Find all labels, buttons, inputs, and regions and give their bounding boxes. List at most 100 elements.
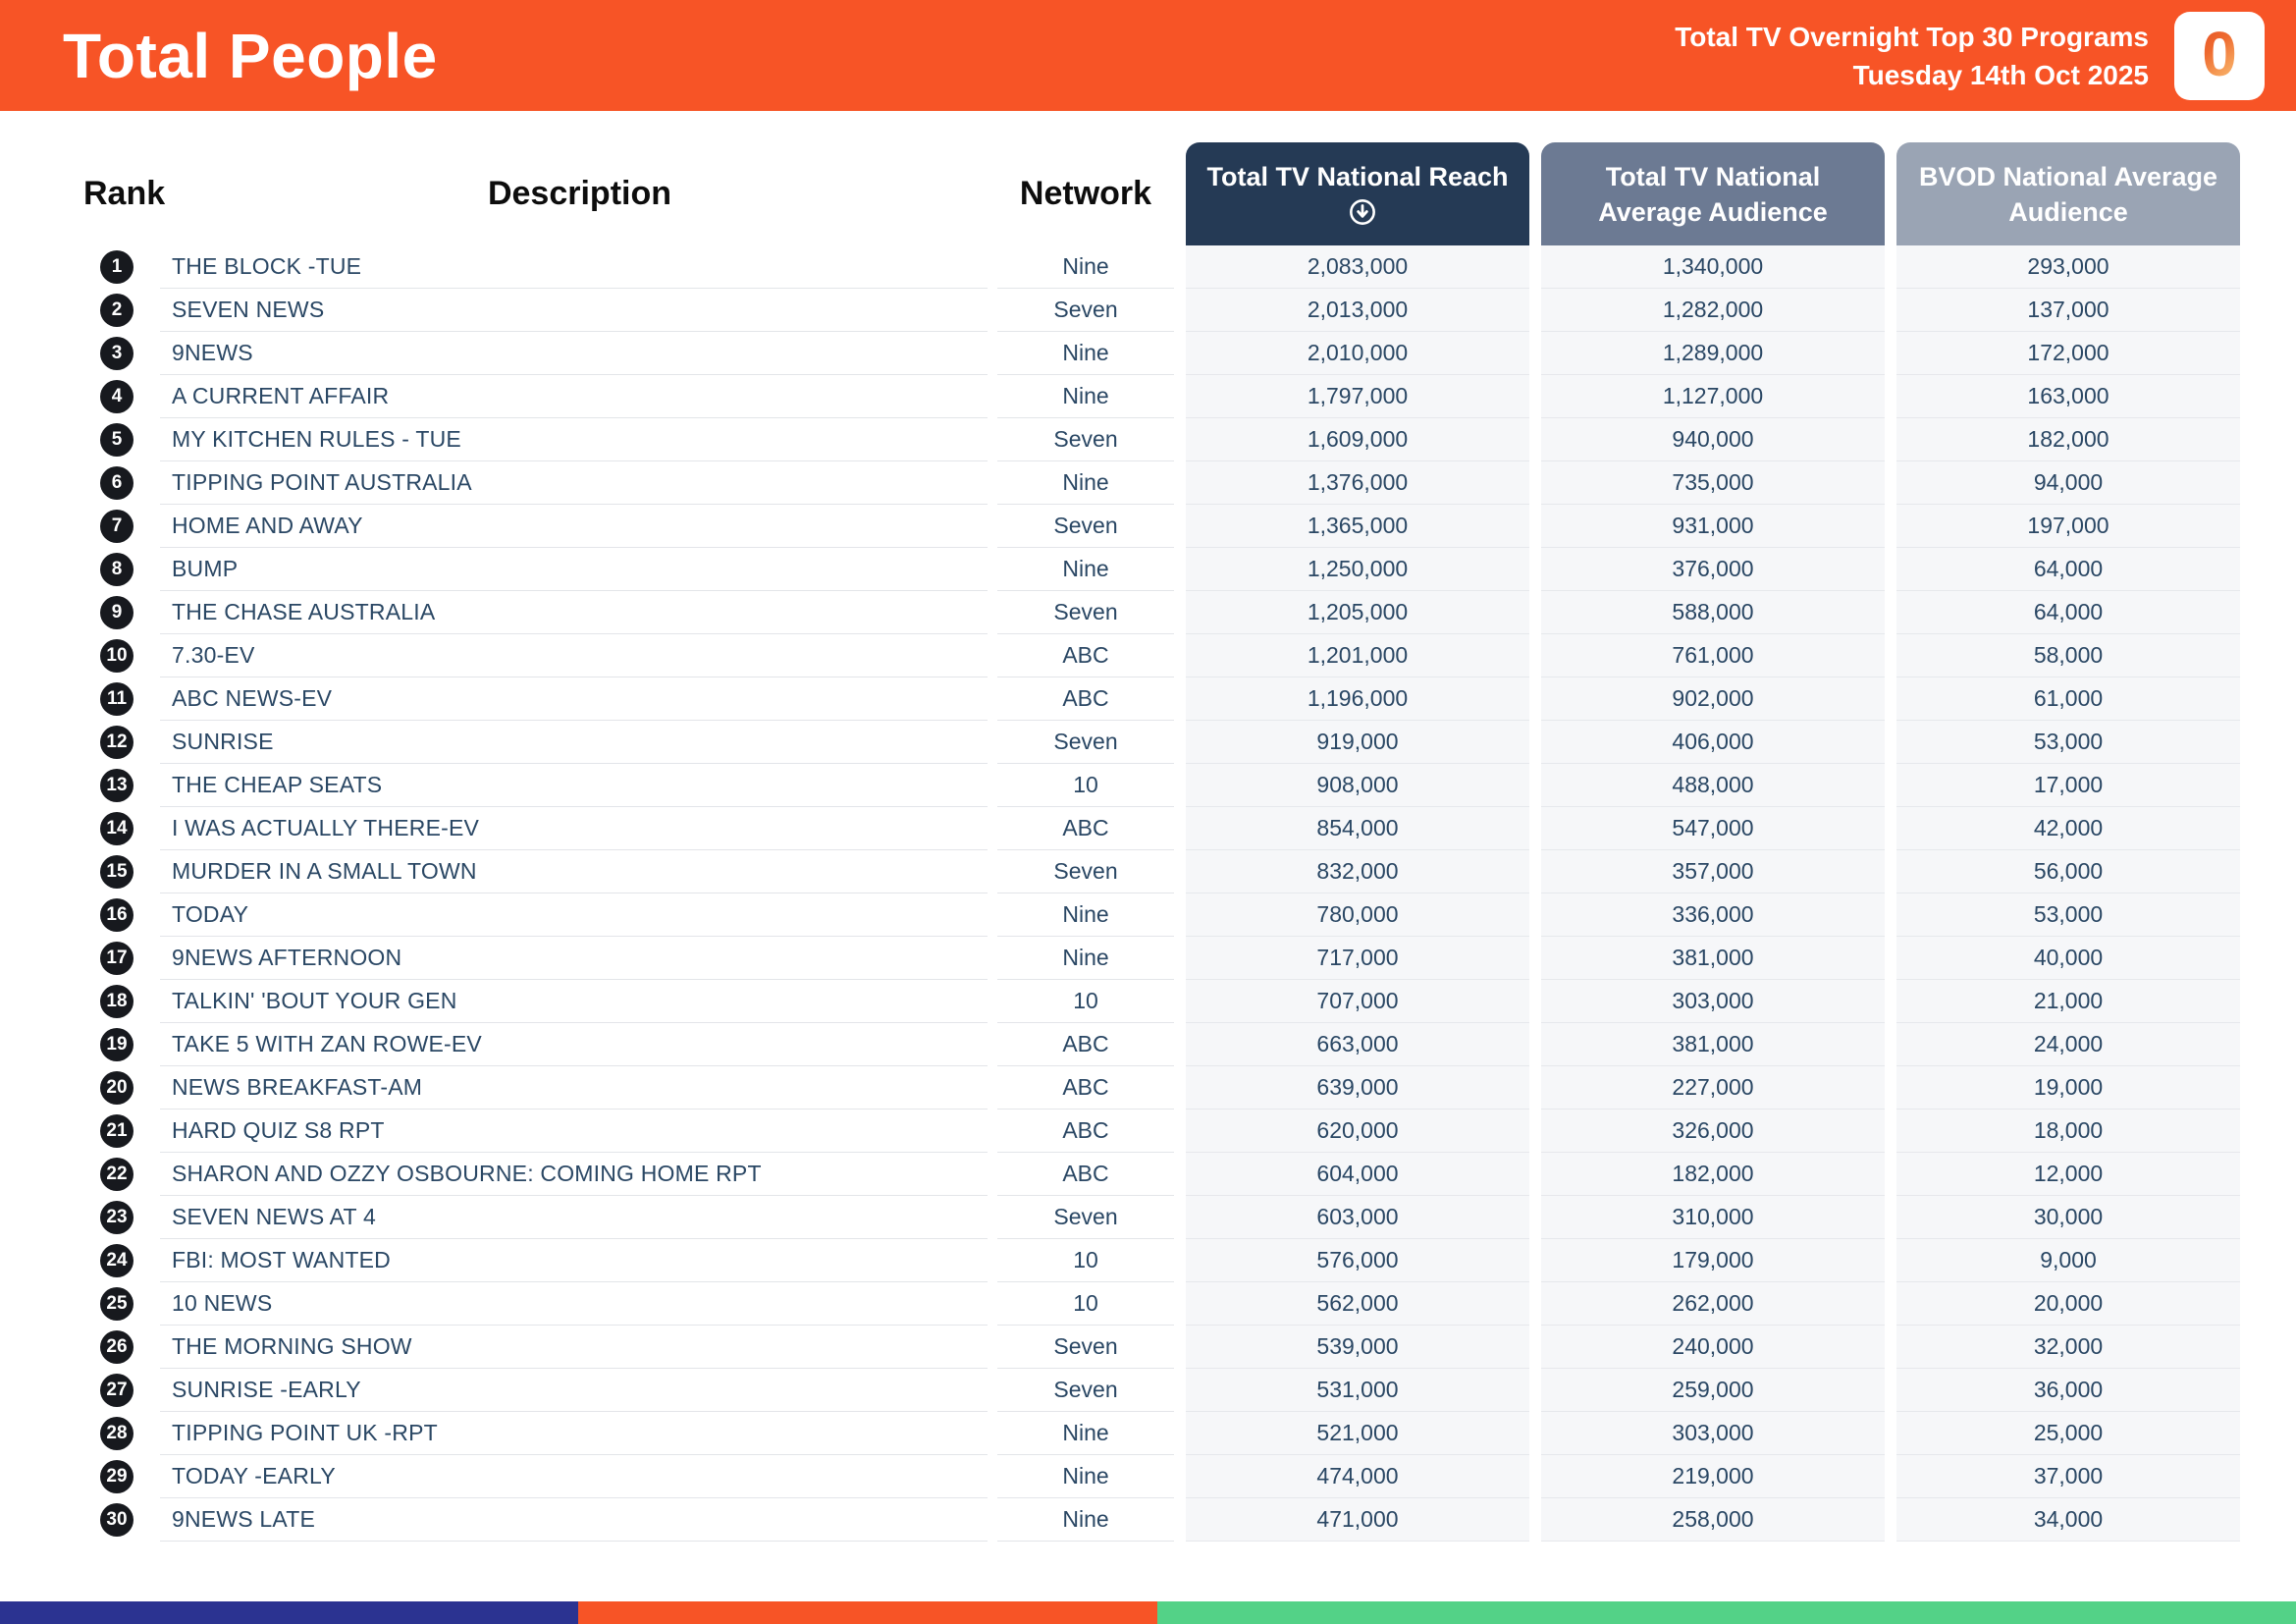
table-row: 11 ABC NEWS-EV ABC 1,196,000 902,000 61,000 bbox=[0, 677, 2296, 721]
program-description: TALKIN' 'BOUT YOUR GEN bbox=[172, 988, 457, 1013]
program-description: I WAS ACTUALLY THERE-EV bbox=[172, 815, 480, 840]
reach-value: 1,205,000 bbox=[1307, 599, 1409, 624]
rank-badge: 28 bbox=[100, 1417, 133, 1450]
reach-value: 2,010,000 bbox=[1307, 340, 1409, 365]
column-header-reach[interactable]: Total TV National Reach bbox=[1186, 142, 1529, 245]
avg-audience-value: 1,289,000 bbox=[1662, 340, 1764, 365]
reach-value: 620,000 bbox=[1316, 1117, 1399, 1143]
reach-value: 1,797,000 bbox=[1307, 383, 1409, 408]
rank-badge: 11 bbox=[100, 682, 133, 716]
table-row: 26 THE MORNING SHOW Seven 539,000 240,000 32,… bbox=[0, 1326, 2296, 1369]
reach-value: 604,000 bbox=[1316, 1161, 1399, 1186]
program-description: 9NEWS bbox=[172, 340, 253, 365]
avg-audience-value: 735,000 bbox=[1672, 469, 1754, 495]
bvod-audience-value: 163,000 bbox=[2027, 383, 2109, 408]
network-name: 10 bbox=[1073, 1290, 1098, 1316]
page-title: Total People bbox=[63, 20, 438, 91]
table-row: 8 BUMP Nine 1,250,000 376,000 64,000 bbox=[0, 548, 2296, 591]
program-description: SHARON AND OZZY OSBOURNE: COMING HOME RP… bbox=[172, 1161, 762, 1186]
reach-value: 603,000 bbox=[1316, 1204, 1399, 1229]
rank-badge: 26 bbox=[100, 1330, 133, 1364]
bvod-audience-value: 12,000 bbox=[2033, 1161, 2104, 1186]
program-description: THE BLOCK -TUE bbox=[172, 253, 362, 279]
avg-audience-value: 1,282,000 bbox=[1662, 297, 1764, 322]
bvod-audience-value: 37,000 bbox=[2033, 1463, 2104, 1489]
table-row: 14 I WAS ACTUALLY THERE-EV ABC 854,000 547,0… bbox=[0, 807, 2296, 850]
rank-badge: 29 bbox=[100, 1460, 133, 1493]
reach-value: 639,000 bbox=[1316, 1074, 1399, 1100]
table-row: 21 HARD QUIZ S8 RPT ABC 620,000 326,000 18,00… bbox=[0, 1110, 2296, 1153]
network-name: Nine bbox=[1062, 469, 1109, 495]
network-name: 10 bbox=[1073, 1247, 1098, 1272]
avg-audience-value: 547,000 bbox=[1672, 815, 1754, 840]
column-header-avg-audience[interactable]: Total TV National Average Audience bbox=[1541, 142, 1885, 245]
avg-audience-value: 940,000 bbox=[1672, 426, 1754, 452]
program-description: ABC NEWS-EV bbox=[172, 685, 333, 711]
program-description: HOME AND AWAY bbox=[172, 513, 363, 538]
rank-badge: 19 bbox=[100, 1028, 133, 1061]
network-name: 10 bbox=[1073, 988, 1098, 1013]
rank-badge: 8 bbox=[100, 553, 133, 586]
rank-badge: 30 bbox=[100, 1503, 133, 1537]
rank-badge: 27 bbox=[100, 1374, 133, 1407]
table-row: 28 TIPPING POINT UK -RPT Nine 521,000 303,00… bbox=[0, 1412, 2296, 1455]
program-description: 9NEWS LATE bbox=[172, 1506, 315, 1532]
program-description: 9NEWS AFTERNOON bbox=[172, 945, 402, 970]
avg-audience-value: 1,340,000 bbox=[1662, 253, 1764, 279]
avg-audience-value: 303,000 bbox=[1672, 988, 1754, 1013]
program-description: BUMP bbox=[172, 556, 239, 581]
rank-badge: 1 bbox=[100, 250, 133, 284]
network-name: ABC bbox=[1062, 642, 1109, 668]
rank-badge: 25 bbox=[100, 1287, 133, 1321]
bvod-audience-value: 17,000 bbox=[2033, 772, 2104, 797]
reach-value: 1,196,000 bbox=[1307, 685, 1409, 711]
reach-value: 663,000 bbox=[1316, 1031, 1399, 1056]
table-row: 16 TODAY Nine 780,000 336,000 53,000 bbox=[0, 893, 2296, 937]
network-name: 10 bbox=[1073, 772, 1098, 797]
avg-audience-value: 240,000 bbox=[1672, 1333, 1754, 1359]
reach-value: 717,000 bbox=[1316, 945, 1399, 970]
table-row: 25 10 NEWS 10 562,000 262,000 20,000 bbox=[0, 1282, 2296, 1326]
bvod-audience-value: 21,000 bbox=[2033, 988, 2104, 1013]
network-name: Nine bbox=[1062, 383, 1109, 408]
network-name: Seven bbox=[1053, 1377, 1118, 1402]
rank-badge: 16 bbox=[100, 898, 133, 932]
oztam-logo-glyph: 0 bbox=[2202, 18, 2237, 89]
reach-value: 521,000 bbox=[1316, 1420, 1399, 1445]
avg-audience-value: 761,000 bbox=[1672, 642, 1754, 668]
bvod-audience-value: 32,000 bbox=[2033, 1333, 2104, 1359]
column-header-network: Network bbox=[1019, 175, 1152, 212]
bvod-audience-value: 18,000 bbox=[2033, 1117, 2104, 1143]
report-date: Tuesday 14th Oct 2025 bbox=[1852, 59, 2149, 90]
network-name: Nine bbox=[1062, 340, 1109, 365]
table-row: 7 HOME AND AWAY Seven 1,365,000 931,000 197,0… bbox=[0, 505, 2296, 548]
network-name: Nine bbox=[1062, 901, 1109, 927]
reach-value: 854,000 bbox=[1316, 815, 1399, 840]
column-header-reach-label: Total TV National Reach bbox=[1206, 161, 1509, 191]
avg-audience-value: 381,000 bbox=[1672, 945, 1754, 970]
column-header-description: Description bbox=[487, 175, 672, 212]
rank-badge: 17 bbox=[100, 942, 133, 975]
bvod-audience-value: 172,000 bbox=[2027, 340, 2109, 365]
program-description: SUNRISE -EARLY bbox=[172, 1377, 361, 1402]
reach-value: 2,083,000 bbox=[1307, 253, 1409, 279]
avg-audience-value: 259,000 bbox=[1672, 1377, 1754, 1402]
bvod-audience-value: 197,000 bbox=[2027, 513, 2109, 538]
rank-badge: 5 bbox=[100, 423, 133, 457]
column-header-bvod-audience[interactable]: BVOD National Average Audience bbox=[1896, 142, 2240, 245]
rank-badge: 7 bbox=[100, 510, 133, 543]
program-description: THE MORNING SHOW bbox=[172, 1333, 412, 1359]
reach-value: 1,365,000 bbox=[1307, 513, 1409, 538]
program-description: THE CHEAP SEATS bbox=[172, 772, 383, 797]
network-name: ABC bbox=[1062, 1074, 1109, 1100]
table-row: 17 9NEWS AFTERNOON Nine 717,000 381,000 40,00… bbox=[0, 937, 2296, 980]
avg-audience-value: 179,000 bbox=[1672, 1247, 1754, 1272]
bvod-audience-value: 58,000 bbox=[2033, 642, 2104, 668]
avg-audience-value: 258,000 bbox=[1672, 1506, 1754, 1532]
avg-audience-value: 182,000 bbox=[1672, 1161, 1754, 1186]
table-row: 29 TODAY -EARLY Nine 474,000 219,000 37,000 bbox=[0, 1455, 2296, 1498]
network-name: Seven bbox=[1053, 599, 1118, 624]
reach-value: 1,250,000 bbox=[1307, 556, 1409, 581]
program-description: NEWS BREAKFAST-AM bbox=[172, 1074, 423, 1100]
program-description: TODAY bbox=[172, 901, 249, 927]
